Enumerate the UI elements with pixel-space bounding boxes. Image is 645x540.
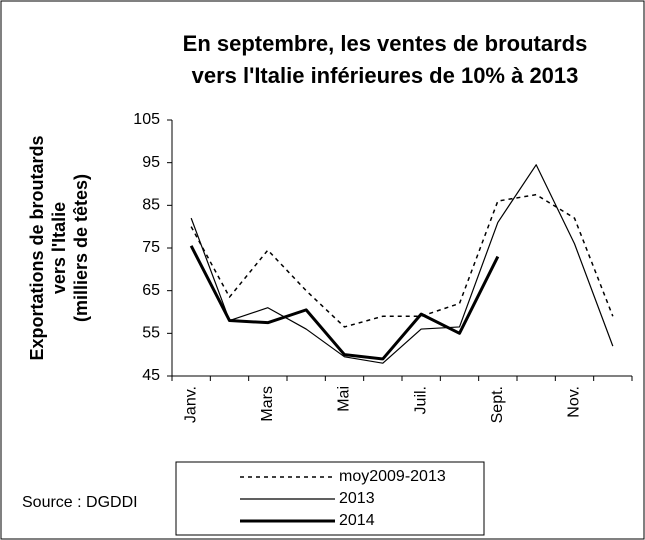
y-axis-title-line: (milliers de têtes) — [71, 174, 91, 322]
y-tick-label: 105 — [133, 111, 160, 128]
x-tick-label-group: Janv. — [182, 386, 199, 423]
y-axis-title: Exportations de broutards vers l'Italie … — [27, 135, 91, 360]
x-tick-label: Janv. — [182, 386, 199, 423]
x-tick-label-group: Juil. — [412, 386, 429, 414]
source: Source : DGDDI — [22, 494, 138, 511]
y-tick-label: 95 — [142, 154, 160, 171]
x-tick-label-group: Mars — [259, 386, 276, 422]
y-tick-label: 65 — [142, 282, 160, 299]
y-tick-label: 75 — [142, 239, 160, 256]
x-tick-label: Mai — [336, 386, 353, 412]
series-line — [190, 164, 614, 364]
legend-label: moy2009-2013 — [339, 468, 446, 485]
chart-title: vers l'Italie inférieures de 10% à 2013 — [192, 63, 579, 88]
chart-title: En septembre, les ventes de broutards — [183, 31, 588, 56]
x-tick-label: Mars — [259, 386, 276, 422]
y-tick-label: 55 — [142, 325, 160, 342]
legend-label: 2014 — [339, 512, 375, 529]
x-tick-label-group: Nov. — [566, 386, 583, 418]
y-tick-label: 45 — [142, 367, 160, 384]
y-axis-title-line: Exportations de broutards — [27, 135, 47, 360]
y-tick-label: 85 — [142, 197, 160, 214]
x-tick-label: Nov. — [566, 386, 583, 418]
x-tick-label-group: Mai — [336, 386, 353, 412]
x-tick-label: Sept. — [489, 386, 506, 423]
x-tick-label: Juil. — [412, 386, 429, 414]
series-line — [190, 193, 614, 328]
series-line — [189, 245, 500, 361]
x-tick-label-group: Sept. — [489, 386, 506, 423]
y-axis-title-line: vers l'Italie — [49, 202, 69, 294]
legend-label: 2013 — [339, 490, 375, 507]
